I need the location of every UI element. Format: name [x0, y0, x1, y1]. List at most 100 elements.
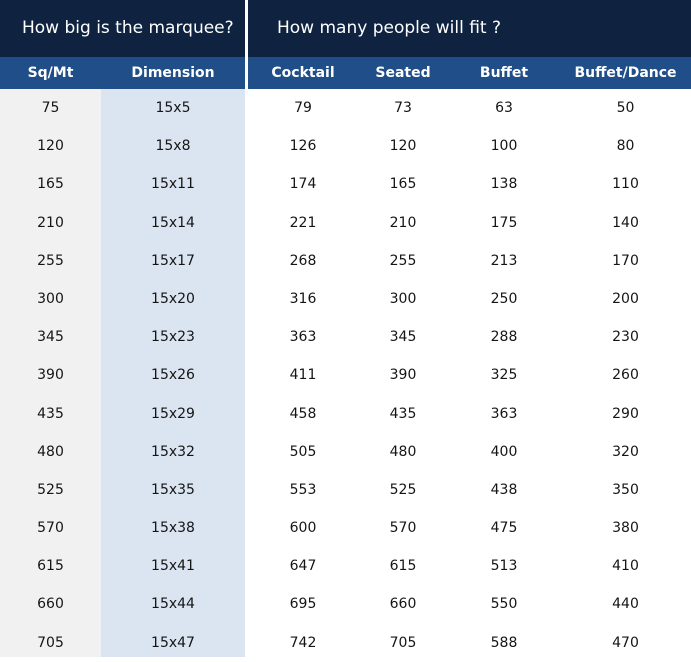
sqmt-cell: 75 [41, 100, 60, 116]
seated-cell: 705 [389, 634, 417, 651]
buffet-cell: 213 [490, 252, 518, 269]
sqmt-cell: 210 [37, 214, 64, 231]
cocktail-cell: 553 [289, 481, 317, 498]
buffet-cell: 63 [495, 100, 513, 116]
dimension-cell: 15x44 [151, 596, 195, 613]
buffet-cell: 588 [490, 634, 518, 651]
sqmt-cell: 255 [37, 252, 64, 269]
seated-cell: 570 [389, 520, 417, 537]
buffet-dance-cell: 50 [616, 100, 635, 116]
sqmt-cell: 660 [37, 596, 64, 613]
cocktail-cell: 174 [289, 176, 317, 193]
sqmt-cell: 345 [37, 329, 64, 346]
table-row: 660 15x44 695 660 550 440 [0, 585, 691, 623]
buffet-dance-cell: 230 [612, 329, 639, 346]
dimension-cell: 15x8 [155, 138, 191, 155]
cocktail-cell: 79 [294, 100, 312, 116]
buffet-dance-cell: 470 [612, 634, 639, 651]
dimension-cell: 15x14 [151, 214, 195, 231]
buffet-cell: 475 [490, 520, 518, 537]
buffet-dance-cell: 140 [612, 214, 639, 231]
cocktail-cell: 647 [289, 558, 317, 575]
table-row: 705 15x47 742 705 588 470 [0, 624, 691, 662]
seated-cell: 165 [389, 176, 417, 193]
dimension-cell: 15x11 [151, 176, 195, 193]
buffet-dance-cell: 440 [612, 596, 639, 613]
cocktail-cell: 411 [289, 367, 317, 384]
sqmt-column-background [0, 89, 101, 657]
buffet-cell: 400 [490, 443, 518, 460]
cocktail-cell: 363 [289, 329, 317, 346]
buffet-cell: 550 [490, 596, 518, 613]
cocktail-cell: 695 [289, 596, 317, 613]
title-bar: How big is the marquee? How many people … [0, 0, 691, 57]
buffet-cell: 513 [490, 558, 518, 575]
table-body: 75 15x5 79 73 63 50 120 15x8 126 120 100 80 165 15x11… [0, 89, 691, 662]
dimension-cell: 15x38 [151, 520, 195, 537]
table-row: 75 15x5 79 73 63 50 [0, 89, 691, 127]
buffet-dance-cell: 110 [612, 176, 639, 193]
buffet-dance-cell: 410 [612, 558, 639, 575]
dimension-cell: 15x23 [151, 329, 195, 346]
seated-cell: 255 [389, 252, 417, 269]
marquee-size-title: How big is the marquee? [22, 18, 234, 38]
dimension-cell: 15x20 [151, 290, 195, 307]
cocktail-cell: 458 [289, 405, 317, 422]
seated-cell: 73 [394, 100, 412, 116]
header-buffet-dance: Buffet/Dance [574, 65, 677, 81]
header-sqmt: Sq/Mt [27, 65, 74, 81]
buffet-dance-cell: 170 [612, 252, 639, 269]
buffet-cell: 325 [490, 367, 518, 384]
dimension-column-background [101, 89, 245, 657]
table-row: 165 15x11 174 165 138 110 [0, 165, 691, 203]
dimension-cell: 15x41 [151, 558, 195, 575]
sqmt-cell: 165 [37, 176, 64, 193]
dimension-cell: 15x29 [151, 405, 195, 422]
table-row: 255 15x17 268 255 213 170 [0, 242, 691, 280]
seated-cell: 345 [389, 329, 417, 346]
section-divider [245, 0, 248, 657]
table-row: 120 15x8 126 120 100 80 [0, 127, 691, 165]
column-header-row: Sq/Mt Dimension Cocktail Seated Buffet B… [0, 57, 691, 89]
buffet-dance-cell: 80 [616, 138, 635, 155]
seated-cell: 210 [389, 214, 417, 231]
table-row: 345 15x23 363 345 288 230 [0, 318, 691, 356]
seated-cell: 435 [389, 405, 417, 422]
sqmt-cell: 525 [37, 481, 64, 498]
sqmt-cell: 480 [37, 443, 64, 460]
table-row: 615 15x41 647 615 513 410 [0, 547, 691, 585]
table-row: 570 15x38 600 570 475 380 [0, 509, 691, 547]
dimension-cell: 15x26 [151, 367, 195, 384]
dimension-cell: 15x5 [155, 100, 191, 116]
buffet-dance-cell: 320 [612, 443, 639, 460]
buffet-dance-cell: 290 [612, 405, 639, 422]
cocktail-cell: 316 [289, 290, 317, 307]
header-cocktail: Cocktail [271, 65, 335, 81]
cocktail-cell: 742 [289, 634, 317, 651]
seated-cell: 300 [389, 290, 417, 307]
buffet-cell: 288 [490, 329, 518, 346]
sqmt-cell: 615 [37, 558, 64, 575]
sqmt-cell: 705 [37, 634, 64, 651]
buffet-cell: 438 [490, 481, 518, 498]
table-row: 480 15x32 505 480 400 320 [0, 433, 691, 471]
cocktail-cell: 505 [289, 443, 317, 460]
buffet-cell: 175 [490, 214, 518, 231]
header-seated: Seated [375, 65, 431, 81]
cocktail-cell: 221 [289, 214, 317, 231]
seated-cell: 480 [389, 443, 417, 460]
dimension-cell: 15x32 [151, 443, 195, 460]
seated-cell: 525 [389, 481, 417, 498]
seated-cell: 660 [389, 596, 417, 613]
buffet-cell: 100 [490, 138, 518, 155]
header-buffet: Buffet [479, 65, 529, 81]
buffet-cell: 250 [490, 290, 518, 307]
table-row: 435 15x29 458 435 363 290 [0, 395, 691, 433]
sqmt-cell: 390 [37, 367, 64, 384]
header-dimension: Dimension [131, 65, 215, 81]
seated-cell: 390 [389, 367, 417, 384]
sqmt-cell: 300 [37, 290, 64, 307]
buffet-dance-cell: 260 [612, 367, 639, 384]
cocktail-cell: 600 [289, 520, 317, 537]
